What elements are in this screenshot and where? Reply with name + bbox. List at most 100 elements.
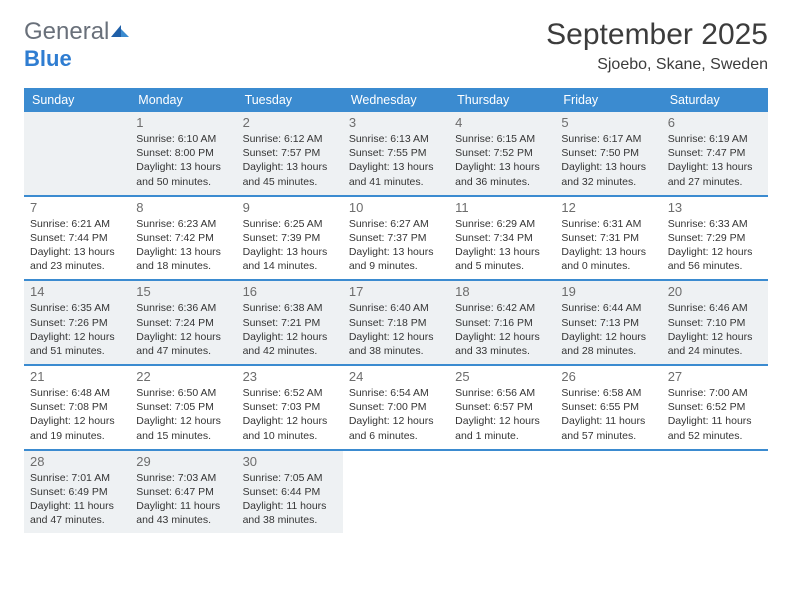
day-cell: 8 Sunrise: 6:23 AMSunset: 7:42 PMDaylight… [130,197,236,280]
day-header: Thursday [449,88,555,112]
day-cell: 27 Sunrise: 7:00 AMSunset: 6:52 PMDayligh… [662,366,768,449]
day-cell: 2Sunrise: 6:12 AMSunset: 7:57 PMDaylight… [237,112,343,195]
day-info: Sunrise: 6:17 AMSunset: 7:50 PMDaylight:… [561,132,655,189]
logo-line2: Blue [24,46,131,72]
calendar: SundayMondayTuesdayWednesdayThursdayFrid… [24,88,768,533]
day-info: Sunrise: 7:00 AMSunset: 6:52 PMDaylight:… [668,386,762,443]
day-headers-row: SundayMondayTuesdayWednesdayThursdayFrid… [24,88,768,112]
day-number: 14 [30,284,124,299]
day-info: Sunrise: 7:03 AMSunset: 6:47 PMDaylight:… [136,471,230,528]
day-info: Sunrise: 6:40 AMSunset: 7:18 PMDaylight:… [349,301,443,358]
day-header: Tuesday [237,88,343,112]
day-number: 10 [349,200,443,215]
day-cell: 20 Sunrise: 6:46 AMSunset: 7:10 PMDayligh… [662,281,768,364]
day-info: Sunrise: 6:52 AMSunset: 7:03 PMDaylight:… [243,386,337,443]
week-row: 28Sunrise: 7:01 AMSunset: 6:49 PMDayligh… [24,451,768,534]
day-number: 2 [243,115,337,130]
day-cell: 25 Sunrise: 6:56 AMSunset: 6:57 PMDayligh… [449,366,555,449]
day-info: Sunrise: 6:44 AMSunset: 7:13 PMDaylight:… [561,301,655,358]
day-header: Saturday [662,88,768,112]
day-number: 11 [455,200,549,215]
logo-line1: General [24,18,131,46]
day-info: Sunrise: 6:36 AMSunset: 7:24 PMDaylight:… [136,301,230,358]
day-info: Sunrise: 6:42 AMSunset: 7:16 PMDaylight:… [455,301,549,358]
day-info: Sunrise: 6:35 AMSunset: 7:26 PMDaylight:… [30,301,124,358]
day-cell: 16 Sunrise: 6:38 AMSunset: 7:21 PMDayligh… [237,281,343,364]
day-info: Sunrise: 6:54 AMSunset: 7:00 PMDaylight:… [349,386,443,443]
day-number: 25 [455,369,549,384]
day-info: Sunrise: 6:10 AMSunset: 8:00 PMDaylight:… [136,132,230,189]
day-cell: 17 Sunrise: 6:40 AMSunset: 7:18 PMDayligh… [343,281,449,364]
day-info: Sunrise: 6:19 AMSunset: 7:47 PMDaylight:… [668,132,762,189]
day-cell: 6Sunrise: 6:19 AMSunset: 7:47 PMDaylight… [662,112,768,195]
day-number: 23 [243,369,337,384]
week-row: 1 Sunrise: 6:10 AMSunset: 8:00 PMDaylight… [24,112,768,197]
day-cell: 3Sunrise: 6:13 AMSunset: 7:55 PMDaylight… [343,112,449,195]
day-info: Sunrise: 6:58 AMSunset: 6:55 PMDaylight:… [561,386,655,443]
day-cell [449,451,555,534]
weeks-container: 1 Sunrise: 6:10 AMSunset: 8:00 PMDaylight… [24,112,768,533]
day-cell: 22Sunrise: 6:50 AMSunset: 7:05 PMDayligh… [130,366,236,449]
day-info: Sunrise: 6:27 AMSunset: 7:37 PMDaylight:… [349,217,443,274]
triangle-icon [109,18,131,46]
day-cell [662,451,768,534]
day-number: 30 [243,454,337,469]
day-info: Sunrise: 6:31 AMSunset: 7:31 PMDaylight:… [561,217,655,274]
day-cell: 19 Sunrise: 6:44 AMSunset: 7:13 PMDayligh… [555,281,661,364]
day-cell: 7Sunrise: 6:21 AMSunset: 7:44 PMDaylight… [24,197,130,280]
day-number: 18 [455,284,549,299]
location: Sjoebo, Skane, Sweden [546,56,768,74]
day-number: 4 [455,115,549,130]
logo: General Blue [24,18,131,72]
day-cell: 9 Sunrise: 6:25 AMSunset: 7:39 PMDaylight… [237,197,343,280]
day-cell: 30Sunrise: 7:05 AMSunset: 6:44 PMDayligh… [237,451,343,534]
day-info: Sunrise: 6:15 AMSunset: 7:52 PMDaylight:… [455,132,549,189]
day-cell [24,112,130,195]
day-number: 19 [561,284,655,299]
day-number: 8 [136,200,230,215]
day-number: 24 [349,369,443,384]
day-number: 5 [561,115,655,130]
day-cell: 10 Sunrise: 6:27 AMSunset: 7:37 PMDayligh… [343,197,449,280]
day-info: Sunrise: 6:56 AMSunset: 6:57 PMDaylight:… [455,386,549,443]
day-number: 26 [561,369,655,384]
day-cell: 21Sunrise: 6:48 AMSunset: 7:08 PMDayligh… [24,366,130,449]
day-info: Sunrise: 6:46 AMSunset: 7:10 PMDaylight:… [668,301,762,358]
day-cell: 14 Sunrise: 6:35 AMSunset: 7:26 PMDayligh… [24,281,130,364]
day-info: Sunrise: 6:33 AMSunset: 7:29 PMDaylight:… [668,217,762,274]
day-number: 21 [30,369,124,384]
day-header: Sunday [24,88,130,112]
day-cell: 4 Sunrise: 6:15 AMSunset: 7:52 PMDaylight… [449,112,555,195]
day-number: 29 [136,454,230,469]
day-cell: 5 Sunrise: 6:17 AMSunset: 7:50 PMDaylight… [555,112,661,195]
day-cell [555,451,661,534]
day-info: Sunrise: 6:29 AMSunset: 7:34 PMDaylight:… [455,217,549,274]
day-cell: 11 Sunrise: 6:29 AMSunset: 7:34 PMDayligh… [449,197,555,280]
day-info: Sunrise: 6:50 AMSunset: 7:05 PMDaylight:… [136,386,230,443]
day-info: Sunrise: 6:13 AMSunset: 7:55 PMDaylight:… [349,132,443,189]
day-cell: 23 Sunrise: 6:52 AMSunset: 7:03 PMDayligh… [237,366,343,449]
day-info: Sunrise: 6:38 AMSunset: 7:21 PMDaylight:… [243,301,337,358]
title-block: September 2025 Sjoebo, Skane, Sweden [546,18,768,76]
day-cell: 15 Sunrise: 6:36 AMSunset: 7:24 PMDayligh… [130,281,236,364]
day-header: Wednesday [343,88,449,112]
day-header: Monday [130,88,236,112]
day-number: 7 [30,200,124,215]
day-number: 9 [243,200,337,215]
day-cell: 13Sunrise: 6:33 AMSunset: 7:29 PMDayligh… [662,197,768,280]
day-number: 12 [561,200,655,215]
day-info: Sunrise: 6:25 AMSunset: 7:39 PMDaylight:… [243,217,337,274]
day-cell: 12 Sunrise: 6:31 AMSunset: 7:31 PMDayligh… [555,197,661,280]
day-info: Sunrise: 6:23 AMSunset: 7:42 PMDaylight:… [136,217,230,274]
week-row: 14 Sunrise: 6:35 AMSunset: 7:26 PMDayligh… [24,281,768,366]
day-number: 27 [668,369,762,384]
day-number: 16 [243,284,337,299]
week-row: 7Sunrise: 6:21 AMSunset: 7:44 PMDaylight… [24,197,768,282]
day-cell: 28Sunrise: 7:01 AMSunset: 6:49 PMDayligh… [24,451,130,534]
day-number: 20 [668,284,762,299]
day-info: Sunrise: 7:01 AMSunset: 6:49 PMDaylight:… [30,471,124,528]
day-number: 17 [349,284,443,299]
day-number: 15 [136,284,230,299]
day-cell: 18 Sunrise: 6:42 AMSunset: 7:16 PMDayligh… [449,281,555,364]
day-number: 1 [136,115,230,130]
